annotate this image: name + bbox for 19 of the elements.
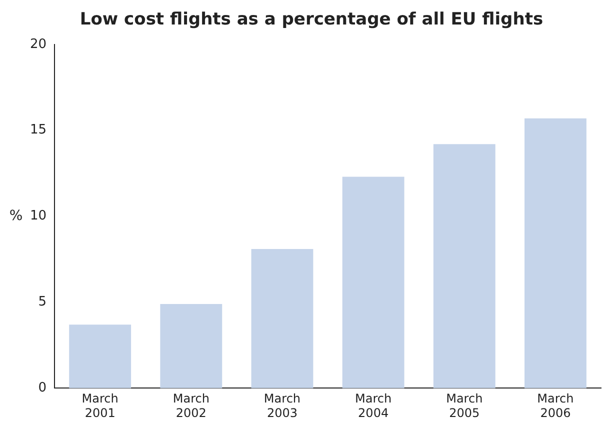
y-tick-label: 10 <box>30 208 47 224</box>
bar <box>251 248 314 388</box>
y-axis-title: % <box>9 208 23 224</box>
bar <box>433 144 496 388</box>
y-tick-label: 20 <box>30 36 47 52</box>
x-tick-label: March 2005 <box>446 392 483 420</box>
bar <box>342 176 404 388</box>
x-tick-label: March 2002 <box>172 392 210 420</box>
chart-title: Low cost flights as a percentage of all EU flights <box>80 10 544 30</box>
x-tick-label: March 2006 <box>537 392 574 420</box>
bar <box>160 304 222 388</box>
x-tick-label: March 2003 <box>264 392 301 420</box>
y-tick-label: 5 <box>38 294 47 310</box>
bar <box>524 118 586 388</box>
y-tick-label: 0 <box>38 380 47 396</box>
y-tick-label: 15 <box>30 122 47 138</box>
bar <box>69 324 132 388</box>
x-tick-label: March 2004 <box>355 392 392 420</box>
x-tick-label: March 2001 <box>82 392 118 420</box>
